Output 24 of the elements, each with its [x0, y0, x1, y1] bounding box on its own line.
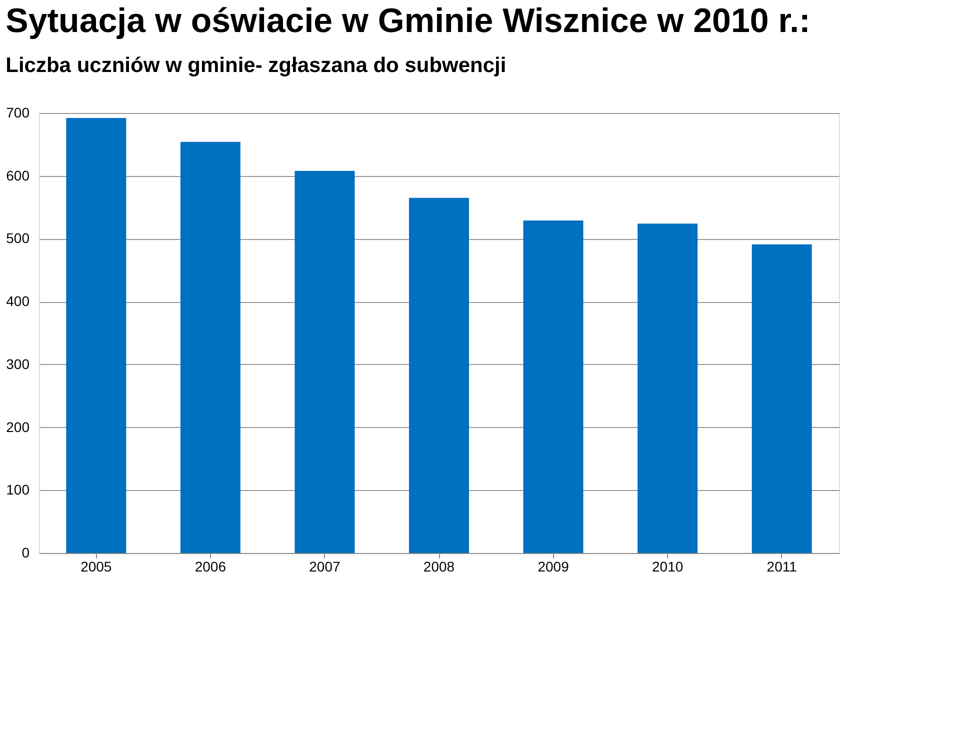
chart-subtitle: Liczba uczniów w gminie- zgłaszana do subwencji [6, 54, 506, 77]
bar [294, 170, 355, 553]
y-tick-label: 400 [6, 293, 30, 310]
bar [409, 198, 469, 553]
y-tick-label: 100 [6, 482, 30, 498]
y-tick-label: 200 [6, 418, 30, 435]
y-tick-label: 500 [6, 230, 30, 246]
x-tick-label: 2010 [652, 558, 684, 574]
x-tick-label: 2008 [423, 558, 455, 574]
bar [66, 118, 126, 553]
x-tick-label: 2009 [538, 558, 570, 574]
y-tick-label: 600 [6, 167, 30, 184]
chart-title: Sytuacja w oświacie w Gminie Wisznice w 2010 r.: [6, 2, 810, 40]
x-tick-label: 2011 [766, 558, 798, 574]
y-tick-label: 700 [6, 104, 30, 120]
bar [523, 220, 584, 553]
y-tick-label: 300 [6, 356, 30, 372]
bar [752, 244, 812, 553]
x-tick-label: 2005 [80, 558, 112, 574]
bar [180, 142, 240, 553]
y-tick-label: 0 [22, 544, 30, 560]
x-tick-label: 2007 [309, 558, 340, 574]
bar [638, 224, 698, 553]
x-tick-label: 2006 [194, 558, 226, 574]
